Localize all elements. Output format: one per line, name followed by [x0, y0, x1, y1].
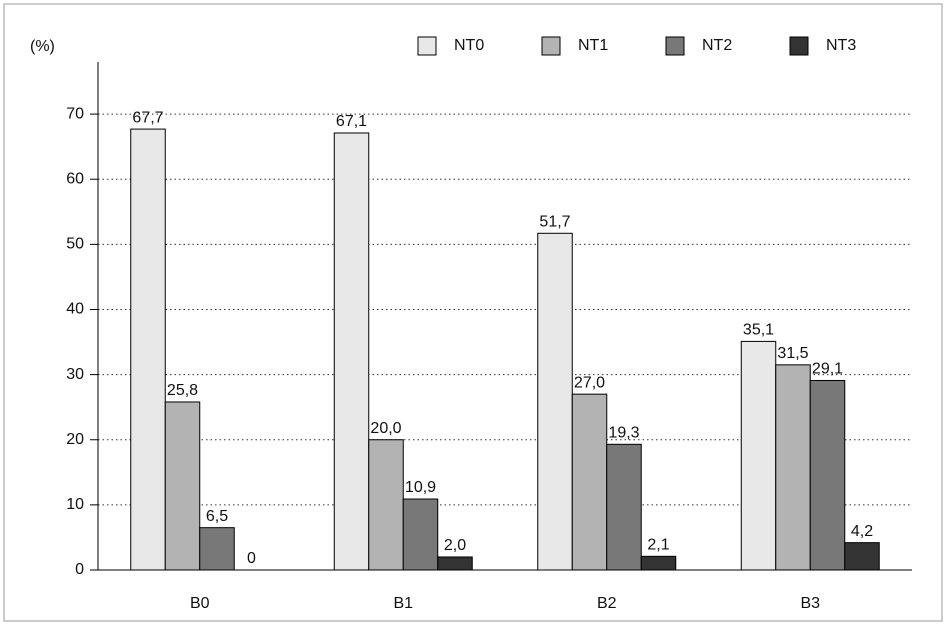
- y-axis-label: (%): [30, 38, 55, 55]
- y-tick-label: 20: [66, 431, 84, 448]
- legend-swatch: [665, 36, 685, 56]
- legend-swatch: [541, 36, 561, 56]
- value-label: 0: [247, 550, 256, 567]
- value-label: 6,5: [206, 508, 228, 525]
- bar: [844, 542, 880, 571]
- bar: [130, 128, 166, 571]
- value-label: 51,7: [539, 214, 570, 231]
- value-label: 27,0: [574, 374, 605, 391]
- value-label: 35,1: [743, 322, 774, 339]
- legend-label: NT1: [578, 37, 608, 54]
- bar: [333, 132, 370, 571]
- bar: [199, 527, 235, 571]
- y-tick-label: 0: [75, 561, 84, 578]
- bar: [775, 364, 811, 571]
- legend-swatch: [789, 36, 809, 56]
- value-label: 2,1: [647, 537, 669, 554]
- legend-label: NT2: [702, 37, 732, 54]
- x-tick-label: B3: [800, 595, 820, 612]
- y-tick-label: 30: [66, 366, 84, 383]
- y-tick-label: 50: [66, 236, 84, 253]
- value-label: 31,5: [777, 345, 808, 362]
- bar: [606, 443, 642, 571]
- y-tick-label: 40: [66, 301, 84, 318]
- value-label: 2,0: [444, 537, 466, 554]
- bar: [437, 556, 473, 571]
- legend-label: NT0: [454, 37, 484, 54]
- frame: [3, 3, 943, 622]
- value-label: 19,3: [608, 425, 639, 442]
- value-label: 67,1: [336, 113, 367, 130]
- value-label: 29,1: [812, 361, 843, 378]
- x-tick-label: B1: [393, 595, 413, 612]
- bar: [740, 340, 777, 571]
- x-tick-label: B0: [190, 595, 210, 612]
- x-tick-label: B2: [597, 595, 617, 612]
- bar: [368, 439, 404, 571]
- bar: [809, 379, 846, 571]
- y-tick-label: 70: [66, 105, 84, 122]
- y-tick-label: 10: [66, 496, 84, 513]
- bar: [537, 232, 573, 571]
- value-label: 25,8: [167, 382, 198, 399]
- value-label: 67,7: [132, 109, 163, 126]
- value-label: 10,9: [405, 479, 436, 496]
- value-label: 20,0: [370, 420, 401, 437]
- bar: [164, 401, 201, 571]
- legend-swatch: [417, 36, 437, 56]
- bar: [571, 393, 608, 571]
- y-tick-label: 60: [66, 170, 84, 187]
- bar: [640, 555, 677, 571]
- legend-label: NT3: [826, 37, 856, 54]
- value-label: 4,2: [851, 523, 873, 540]
- bar: [402, 498, 439, 571]
